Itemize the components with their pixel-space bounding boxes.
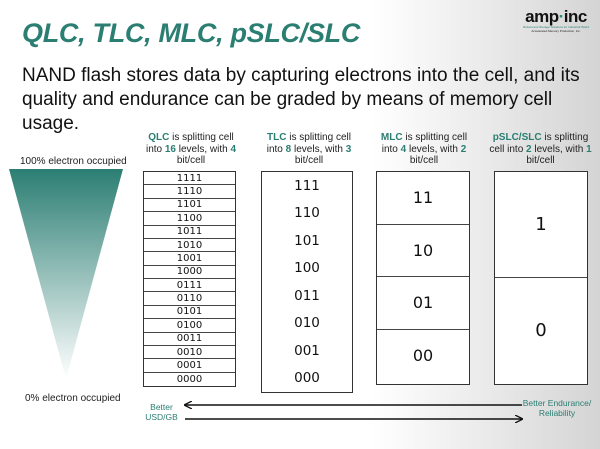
- qlc-cell-1011: 1011: [144, 226, 235, 239]
- qlc-cell-0110: 0110: [144, 292, 235, 306]
- mlc-cell-01: 01: [377, 277, 469, 330]
- tlc-cell-101: 101: [294, 232, 320, 249]
- qlc-cell-1001: 1001: [144, 252, 235, 266]
- qlc-cell-1101: 1101: [144, 199, 235, 213]
- qlc-cell-0001: 0001: [144, 359, 235, 373]
- logo-wordmark: amp·inc: [525, 7, 587, 26]
- qlc-cell-0111: 0111: [144, 279, 235, 293]
- qlc-cell-1010: 1010: [144, 239, 235, 253]
- slc-header: pSLC/SLC is splitting cell into 2 levels…: [489, 132, 592, 166]
- company-logo: amp·inc Robust and Storage Solutions for…: [520, 8, 592, 33]
- tlc-cell-110: 110: [294, 205, 320, 222]
- electron-occupancy-triangle: [9, 169, 123, 379]
- tlc-cell-001: 001: [294, 342, 320, 359]
- tlc-cell-column: 111 110 101 100 011 010 001 000: [261, 171, 353, 393]
- mlc-header: MLC is splitting cell into 4 levels, wit…: [380, 132, 468, 166]
- better-endurance-label: Better Endurance/ Reliability: [522, 398, 592, 418]
- intro-description: NAND flash stores data by capturing elec…: [22, 65, 580, 134]
- qlc-cell-1000: 1000: [144, 266, 235, 279]
- slc-cell-1: 1: [495, 172, 587, 278]
- scale-bottom-label: 0% electron occupied: [25, 393, 121, 404]
- qlc-cell-0010: 0010: [144, 346, 235, 360]
- tlc-cell-010: 010: [294, 315, 320, 332]
- scale-top-label: 100% electron occupied: [20, 156, 127, 167]
- qlc-cell-0100: 0100: [144, 319, 235, 333]
- tlc-header: TLC is splitting cell into 8 levels, wit…: [266, 132, 352, 166]
- mlc-cell-column: 11 10 01 00: [376, 171, 470, 385]
- qlc-header: QLC is splitting cell into 16 levels, wi…: [145, 132, 237, 166]
- qlc-cell-0101: 0101: [144, 306, 235, 320]
- mlc-cell-11: 11: [377, 172, 469, 225]
- qlc-cell-0000: 0000: [176, 373, 203, 385]
- better-cost-label: Better USD/GB: [145, 402, 178, 422]
- logo-company-name: Accelerated Memory Production, Inc.: [531, 28, 581, 33]
- qlc-cell-0011: 0011: [144, 333, 235, 346]
- page-title: QLC, TLC, MLC, pSLC/SLC: [22, 18, 361, 48]
- tlc-cell-011: 011: [294, 287, 320, 304]
- slc-cell-0: 0: [535, 319, 547, 341]
- qlc-cell-1100: 1100: [144, 212, 235, 226]
- logo-tagline: Robust and Storage Solutions for Industr…: [523, 25, 589, 29]
- tlc-cell-111: 111: [294, 177, 320, 194]
- mlc-cell-00: 00: [412, 346, 434, 366]
- tlc-cell-100: 100: [294, 260, 320, 277]
- tlc-cell-000: 000: [294, 370, 320, 387]
- mlc-cell-10: 10: [377, 225, 469, 277]
- qlc-cell-1111: 1111: [144, 172, 235, 186]
- qlc-cell-1110: 1110: [144, 185, 235, 199]
- qlc-cell-column: 1111 1110 1101 1100 1011 1010 1001 1000 0111 0110…: [143, 171, 236, 387]
